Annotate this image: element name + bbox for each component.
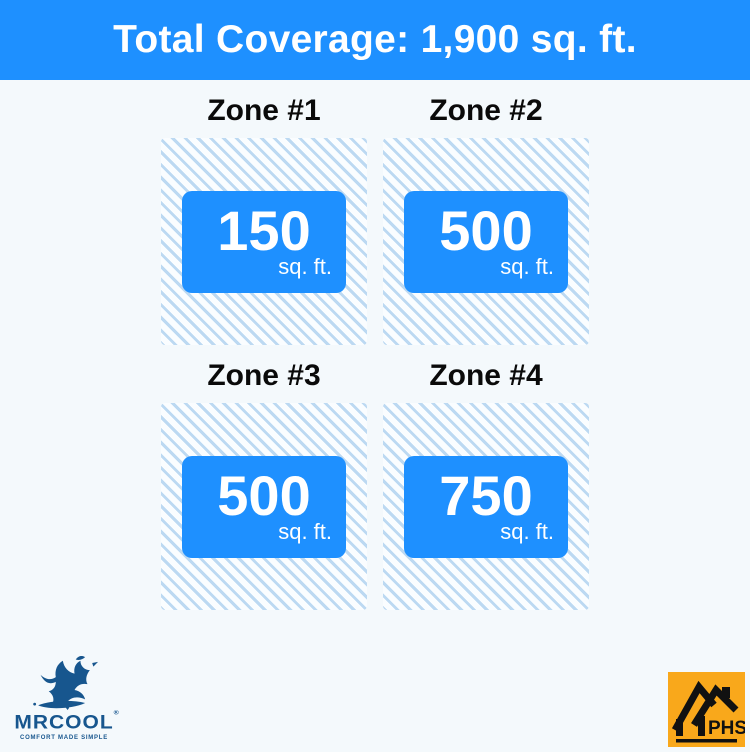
mrcool-polar-bear-icon [33, 656, 99, 710]
zone-coverage-area: 500 sq. ft. [383, 138, 589, 345]
zone-coverage-area: 500 sq. ft. [161, 403, 367, 610]
phs-label: PHS [708, 718, 745, 739]
zone-coverage-value: 500 [217, 463, 311, 527]
phs-house-roof-icon: PHS [668, 672, 747, 747]
mrcool-tagline: COMFORT MADE SIMPLE [20, 735, 108, 741]
zone-coverage-unit: sq. ft. [278, 518, 332, 544]
zone-title: Zone #2 [429, 94, 543, 127]
zone-card-1: Zone #1 150 sq. ft. [161, 80, 367, 345]
zone-coverage-badge: 150 sq. ft. [182, 190, 346, 293]
zone-coverage-value: 750 [439, 463, 533, 527]
phs-logo: PHS [668, 672, 747, 747]
zone-coverage-badge: 500 sq. ft. [182, 455, 346, 558]
zones-grid: Zone #1 150 sq. ft. Zone #2 500 sq. ft. … [161, 80, 589, 610]
zone-card-4: Zone #4 750 sq. ft. [383, 345, 589, 610]
zone-coverage-value: 150 [217, 198, 311, 262]
registered-trademark-symbol: ® [113, 710, 119, 717]
zone-title: Zone #4 [429, 359, 543, 392]
header-banner: Total Coverage: 1,900 sq. ft. [0, 0, 750, 80]
zone-coverage-area: 750 sq. ft. [383, 403, 589, 610]
zone-coverage-value: 500 [439, 198, 533, 262]
zone-title: Zone #3 [207, 359, 321, 392]
zone-card-3: Zone #3 500 sq. ft. [161, 345, 367, 610]
zone-coverage-badge: 750 sq. ft. [404, 455, 568, 558]
zone-coverage-badge: 500 sq. ft. [404, 190, 568, 293]
zone-title: Zone #1 [207, 94, 321, 127]
zone-card-2: Zone #2 500 sq. ft. [383, 80, 589, 345]
zone-coverage-area: 150 sq. ft. [161, 138, 367, 345]
mrcool-wordmark: MRCOOL ® [14, 710, 119, 734]
mrcool-logo: MRCOOL ® COMFORT MADE SIMPLE [12, 656, 119, 741]
zone-coverage-unit: sq. ft. [500, 518, 554, 544]
zone-coverage-unit: sq. ft. [500, 253, 554, 279]
total-coverage-title: Total Coverage: 1,900 sq. ft. [113, 18, 637, 61]
zone-coverage-unit: sq. ft. [278, 253, 332, 279]
